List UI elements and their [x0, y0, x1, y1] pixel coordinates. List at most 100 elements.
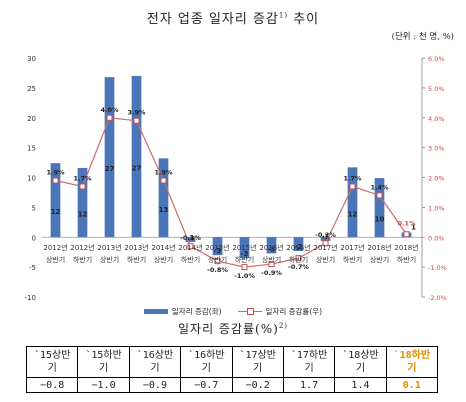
line-marker	[376, 192, 383, 199]
line-data-label: -0.3%	[180, 234, 201, 242]
line-data-label: -0.9%	[261, 269, 282, 277]
chart-title-note: 1)	[278, 11, 289, 20]
line-data-label: 1.4%	[370, 183, 389, 191]
y-left-tick-label: 15	[27, 145, 36, 153]
left-axis: -10 -5 0 5 10 15 20 25 30	[25, 55, 36, 302]
category-label-half: 상반기	[46, 255, 65, 264]
bar-labels: 12 12 27 27 13 -1 -3 -3 -3 -2 -1 12 10 1	[51, 165, 416, 259]
bar	[158, 158, 169, 238]
line-marker	[214, 258, 221, 265]
legend: 일자리 증감(좌) 일자리 증감률(우)	[0, 306, 466, 317]
table-title: 일자리 증감률(%)2)	[0, 320, 466, 337]
category-label-year: 2016년	[259, 243, 283, 252]
y-left-tick-label: 0	[32, 234, 36, 242]
category-label-year: 2012년	[70, 243, 94, 252]
line-data-label: 3.9%	[127, 109, 146, 117]
bar	[374, 178, 385, 238]
category-label-year: 2017년	[313, 243, 337, 252]
category-label-half: 하반기	[343, 255, 362, 264]
table-title-text: 일자리 증감률(%)	[177, 322, 279, 336]
category-label-half: 하반기	[73, 255, 92, 264]
y-right-tick-label: 4.0%	[428, 115, 445, 123]
legend-bar-swatch	[143, 309, 168, 314]
legend-item-line: 일자리 증감률(우)	[237, 306, 323, 317]
rate-table-header-text: `16하반	[188, 350, 225, 361]
y-right-tick-label: 6.0%	[428, 55, 445, 63]
chart-title-text: 전자 업종 일자리 증감	[146, 12, 279, 27]
category-label-year: 2015년	[232, 243, 256, 252]
category-label-year: 2015년	[205, 243, 229, 252]
rate-table-header-text: 기	[98, 363, 109, 374]
bar-data-label: 27	[105, 165, 115, 173]
y-right-tick-label: 1.0%	[428, 204, 445, 212]
rate-table-value-cell: −0.8	[25, 377, 79, 393]
line-marker	[133, 117, 140, 124]
line-labels: 1.9% 1.7% 4.0% 3.9% 1.9% -0.3% -0.8% -1.0% -0.9%…	[46, 106, 416, 280]
rate-table-value-cell: −0.7	[180, 377, 233, 393]
bar-data-label: -3	[268, 245, 276, 253]
rate-table-header-text: `15상반	[33, 350, 71, 361]
rate-table-header-text: 기	[407, 363, 417, 374]
line-marker	[160, 177, 167, 184]
rate-table-value-cell: −0.9	[128, 377, 182, 393]
rate-table-value-cell: 1.7	[282, 377, 336, 393]
category-label-half: 하반기	[235, 255, 254, 264]
y-right-tick-label: 5.0%	[428, 85, 445, 93]
bar	[77, 167, 88, 238]
bar-data-label: -1	[322, 233, 330, 241]
growth-rate-line	[55, 117, 407, 268]
table-title-note: 2)	[278, 322, 288, 330]
category-label-half: 하반기	[127, 255, 146, 264]
bar	[50, 163, 61, 238]
category-label-half: 하반기	[181, 255, 200, 264]
bar-data-label: 10	[375, 216, 385, 224]
line-marker	[52, 177, 59, 184]
line-data-label: -1.0%	[234, 272, 255, 280]
category-label-year: 2018년	[394, 243, 418, 252]
rate-table-header-text: 기	[355, 363, 366, 374]
rate-table-value-cell: −1.0	[77, 377, 130, 393]
rate-table-header-text: `17하반	[290, 350, 328, 361]
category-label-half: 상반기	[316, 255, 335, 264]
rate-table-header-text: `16상반	[136, 350, 174, 361]
line-series	[55, 117, 407, 268]
category-label-half: 하반기	[289, 255, 308, 264]
bar-data-label: 12	[78, 211, 88, 219]
bar	[347, 167, 358, 238]
legend-item-bar: 일자리 증감(좌)	[143, 306, 222, 317]
line-data-label: 0.1%	[397, 219, 416, 227]
category-label-year: 2013년	[124, 243, 148, 252]
y-right-tick-label: -2.0%	[428, 294, 447, 302]
bar	[104, 77, 115, 238]
line-marker	[241, 264, 248, 271]
rate-table-header-text: 기	[304, 363, 314, 374]
category-label-year: 2016년	[286, 243, 310, 252]
y-left-tick-label: 10	[27, 175, 36, 183]
rate-table-header-cell: `15상반 기	[25, 346, 79, 378]
rate-table-header-text: 기	[150, 363, 160, 374]
category-label-half: 상반기	[370, 255, 389, 264]
category-label-year: 2018년	[367, 243, 391, 252]
line-marker	[403, 231, 410, 238]
category-label-year: 2014년	[178, 243, 202, 252]
line-marker	[268, 261, 275, 268]
legend-line-label: 일자리 증감률(우)	[265, 307, 323, 316]
line-data-label: 4.0%	[100, 106, 119, 114]
y-left-tick-label: 25	[27, 85, 36, 93]
bar-data-label: 1	[411, 223, 416, 231]
category-label-half: 상반기	[154, 255, 173, 264]
rate-table-header-text: `18하반	[393, 350, 431, 361]
rate-table-header-cell: `15하반 기	[77, 346, 130, 378]
y-right-tick-label: 3.0%	[428, 145, 445, 153]
line-marker	[295, 255, 302, 262]
y-right-tick-label: 2.0%	[428, 175, 445, 183]
rate-table-header-text: `17상반	[239, 350, 276, 361]
line-marker	[322, 240, 329, 247]
line-data-label: -0.8%	[207, 266, 228, 274]
bar	[320, 237, 331, 241]
bar-data-label: 27	[132, 165, 142, 173]
